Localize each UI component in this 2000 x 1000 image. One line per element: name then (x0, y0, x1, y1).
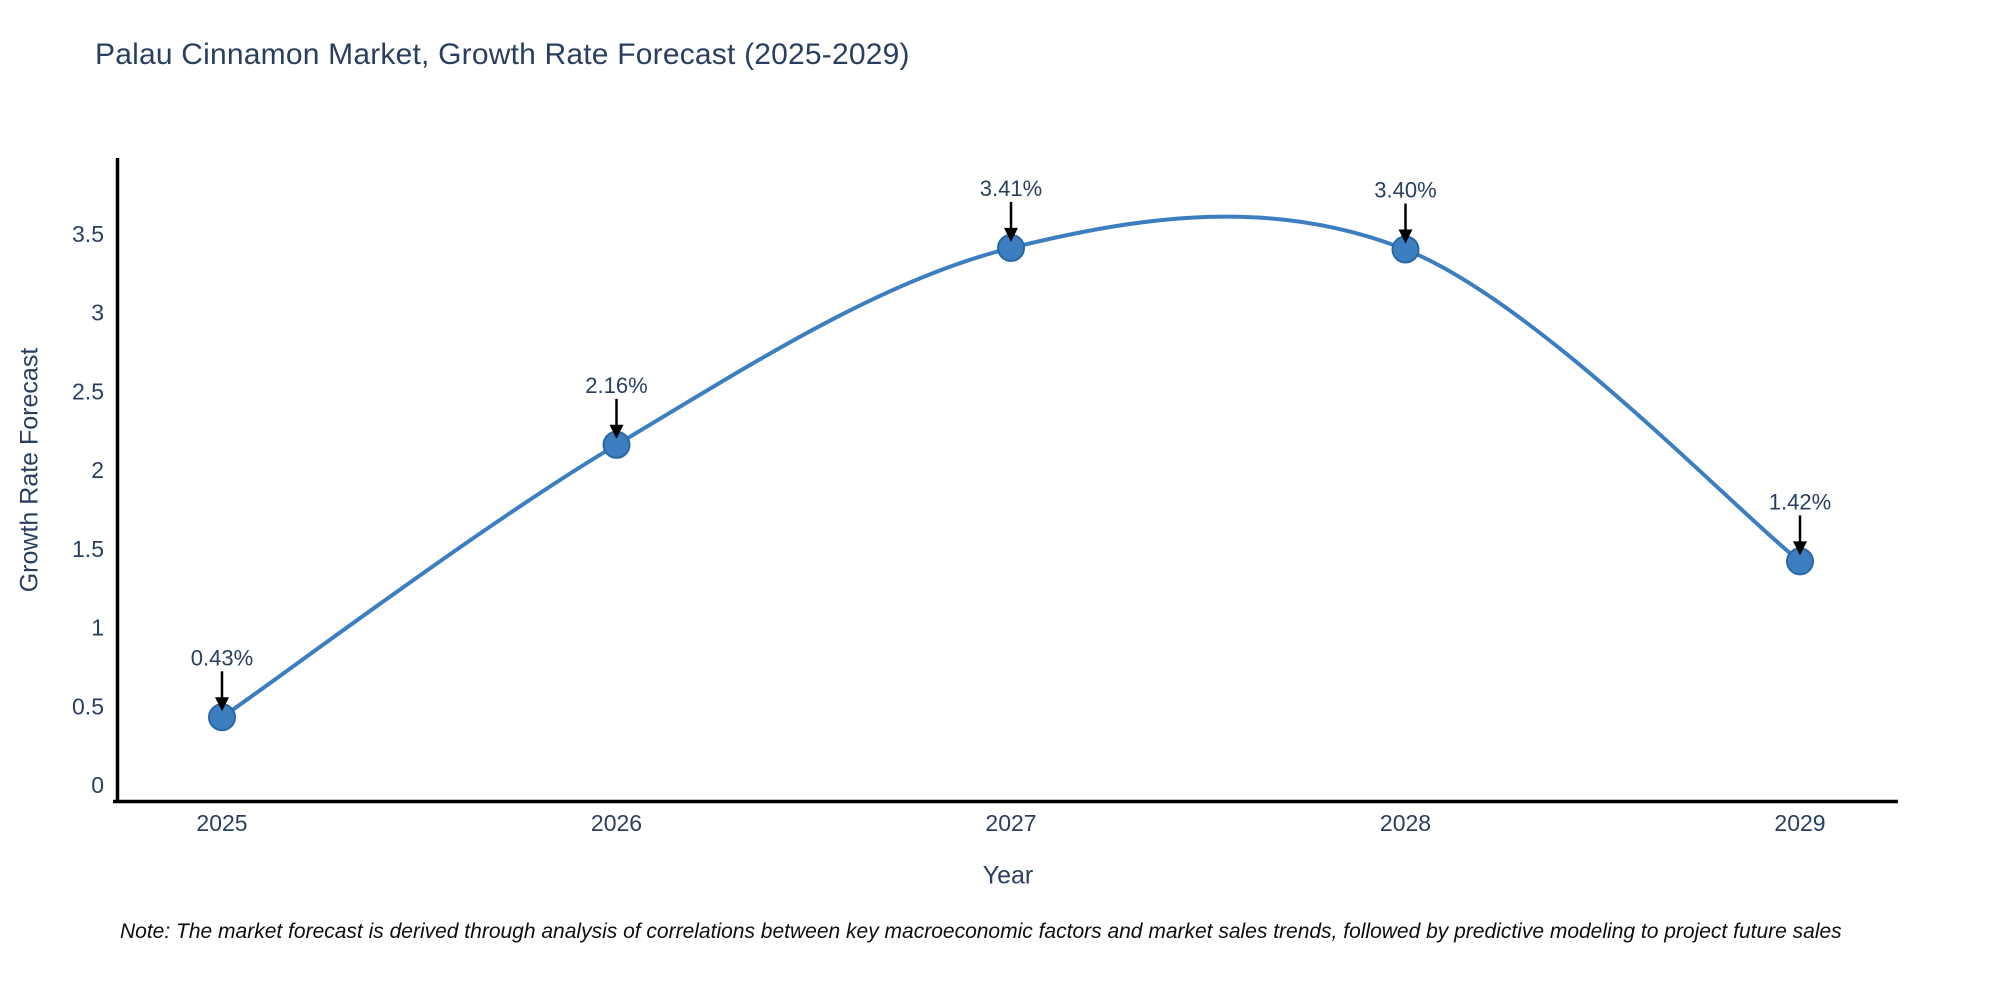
annotation-arrowhead (609, 424, 624, 439)
chart-title: Palau Cinnamon Market, Growth Rate Forec… (95, 38, 910, 71)
y-axis-title: Growth Rate Forecast (15, 347, 44, 593)
point-value-label: 3.40% (1374, 178, 1436, 203)
y-tick-label: 3 (91, 300, 104, 326)
y-tick-label: 0.5 (72, 693, 104, 719)
x-tick-label: 2029 (1774, 810, 1825, 836)
point-value-label: 2.16% (585, 373, 647, 398)
trend-line (220, 214, 1802, 720)
x-axis-title: Year (982, 861, 1034, 890)
point-value-label: 0.43% (191, 645, 253, 670)
y-tick-label: 2 (91, 457, 104, 483)
y-tick-label: 1.5 (72, 536, 104, 562)
point-value-label: 1.42% (1769, 489, 1831, 514)
y-tick-label: 3.5 (72, 221, 104, 247)
annotation-arrowhead (1793, 541, 1807, 556)
methodology-note: Note: The market forecast is derived thr… (120, 920, 1842, 943)
y-tick-label: 1 (91, 615, 104, 641)
annotation-arrowhead (1004, 227, 1018, 242)
y-tick-label: 2.5 (72, 378, 104, 404)
x-tick-label: 2025 (196, 810, 247, 836)
x-tick-label: 2026 (591, 810, 642, 836)
annotation-arrowhead (1398, 229, 1413, 244)
y-tick-label: 0 (91, 772, 104, 798)
point-value-label: 3.41% (980, 176, 1042, 201)
x-tick-label: 2027 (985, 810, 1036, 836)
annotation-arrowhead (215, 697, 229, 712)
x-tick-label: 2028 (1380, 810, 1431, 836)
